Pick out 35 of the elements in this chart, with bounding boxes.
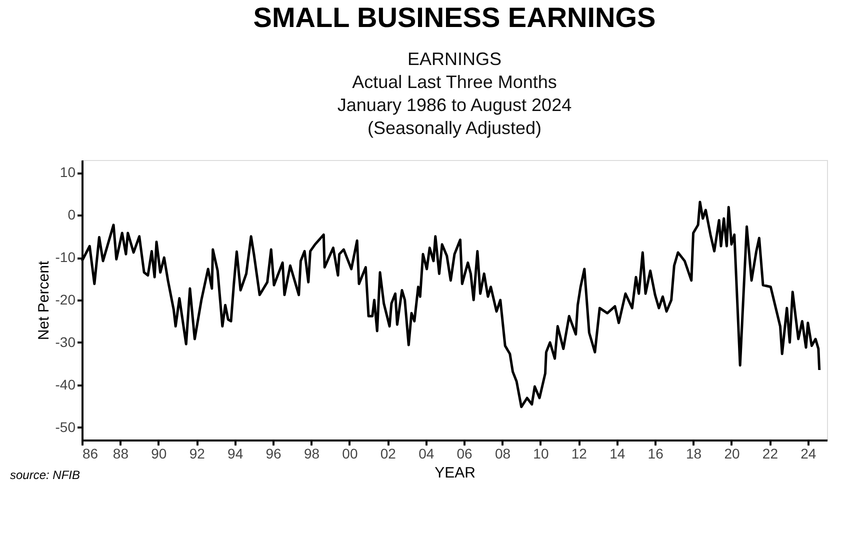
y-tick-label: -10	[55, 249, 76, 266]
y-tick-label: -50	[55, 418, 76, 435]
x-tick-label: 10	[533, 446, 549, 462]
y-tick-label: -40	[55, 376, 76, 392]
y-tick-label: -30	[55, 334, 76, 350]
y-axis-title: Net Percent	[35, 260, 52, 340]
y-tick-label: 10	[60, 164, 76, 180]
source-note: source: NFIB	[10, 468, 80, 482]
x-tick-label: 02	[380, 446, 396, 462]
x-tick-label: 06	[456, 446, 473, 462]
y-tick-label: -20	[55, 292, 76, 308]
text: January 1986 to August 2024	[337, 95, 572, 115]
x-tick-label: 14	[610, 446, 626, 462]
x-tick-label: 86	[82, 446, 98, 462]
x-tick-label: 22	[762, 446, 778, 462]
x-tick-label: 12	[571, 446, 588, 462]
x-tick-label: 94	[228, 446, 244, 462]
x-tick-label: 20	[724, 446, 740, 462]
x-tick-label: 96	[266, 446, 282, 462]
text: Actual Last Three Months	[352, 72, 557, 92]
x-tick-label: 16	[648, 446, 664, 462]
x-tick-label: 04	[418, 446, 434, 462]
x-tick-label: 92	[189, 446, 206, 462]
x-tick-label: 24	[800, 446, 816, 462]
x-axis-title: YEAR	[434, 464, 476, 482]
text: (Seasonally Adjusted)	[367, 118, 542, 138]
x-tick-label: 90	[151, 446, 167, 462]
y-tick-label: 0	[68, 206, 76, 223]
x-tick-label: 88	[112, 446, 129, 462]
x-tick-label: 98	[304, 446, 320, 462]
x-tick-label: 00	[342, 446, 358, 462]
x-tick-label: 18	[686, 446, 702, 462]
x-tick-label: 08	[494, 446, 511, 462]
chart-title: SMALL BUSINESS EARNINGS	[253, 2, 656, 33]
text: EARNINGS	[407, 49, 502, 69]
